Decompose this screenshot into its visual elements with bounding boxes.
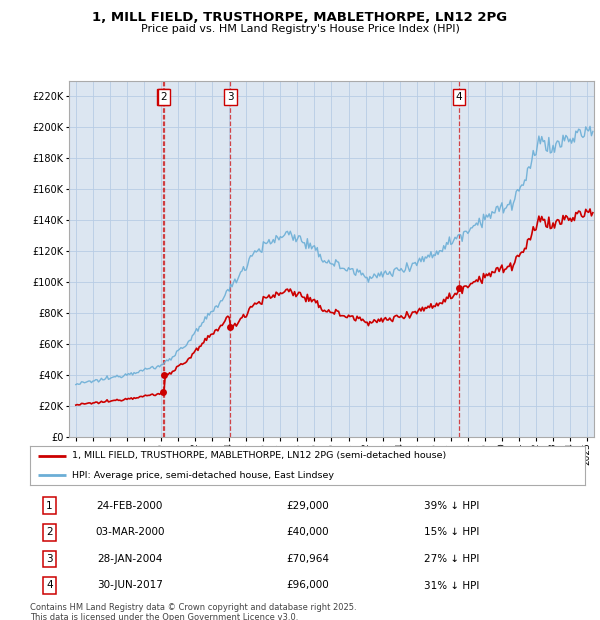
- Text: 24-FEB-2000: 24-FEB-2000: [97, 501, 163, 511]
- Text: 15% ↓ HPI: 15% ↓ HPI: [424, 528, 479, 538]
- Text: 4: 4: [46, 580, 53, 590]
- Text: 3: 3: [46, 554, 53, 564]
- Text: £29,000: £29,000: [286, 501, 329, 511]
- Text: Price paid vs. HM Land Registry's House Price Index (HPI): Price paid vs. HM Land Registry's House …: [140, 24, 460, 33]
- Text: 27% ↓ HPI: 27% ↓ HPI: [424, 554, 479, 564]
- Text: 2: 2: [161, 92, 167, 102]
- Text: 03-MAR-2000: 03-MAR-2000: [95, 528, 164, 538]
- Text: 4: 4: [456, 92, 463, 102]
- Text: Contains HM Land Registry data © Crown copyright and database right 2025.
This d: Contains HM Land Registry data © Crown c…: [30, 603, 356, 620]
- Text: 1: 1: [160, 92, 166, 102]
- Text: 2: 2: [46, 528, 53, 538]
- Text: 30-JUN-2017: 30-JUN-2017: [97, 580, 163, 590]
- Text: £40,000: £40,000: [286, 528, 329, 538]
- Text: 1, MILL FIELD, TRUSTHORPE, MABLETHORPE, LN12 2PG (semi-detached house): 1, MILL FIELD, TRUSTHORPE, MABLETHORPE, …: [71, 451, 446, 460]
- Text: 3: 3: [227, 92, 234, 102]
- Text: HPI: Average price, semi-detached house, East Lindsey: HPI: Average price, semi-detached house,…: [71, 471, 334, 480]
- Text: 1: 1: [46, 501, 53, 511]
- Text: 28-JAN-2004: 28-JAN-2004: [97, 554, 163, 564]
- Text: £96,000: £96,000: [286, 580, 329, 590]
- Text: 31% ↓ HPI: 31% ↓ HPI: [424, 580, 479, 590]
- Text: 39% ↓ HPI: 39% ↓ HPI: [424, 501, 479, 511]
- Text: 1, MILL FIELD, TRUSTHORPE, MABLETHORPE, LN12 2PG: 1, MILL FIELD, TRUSTHORPE, MABLETHORPE, …: [92, 11, 508, 24]
- Text: £70,964: £70,964: [286, 554, 329, 564]
